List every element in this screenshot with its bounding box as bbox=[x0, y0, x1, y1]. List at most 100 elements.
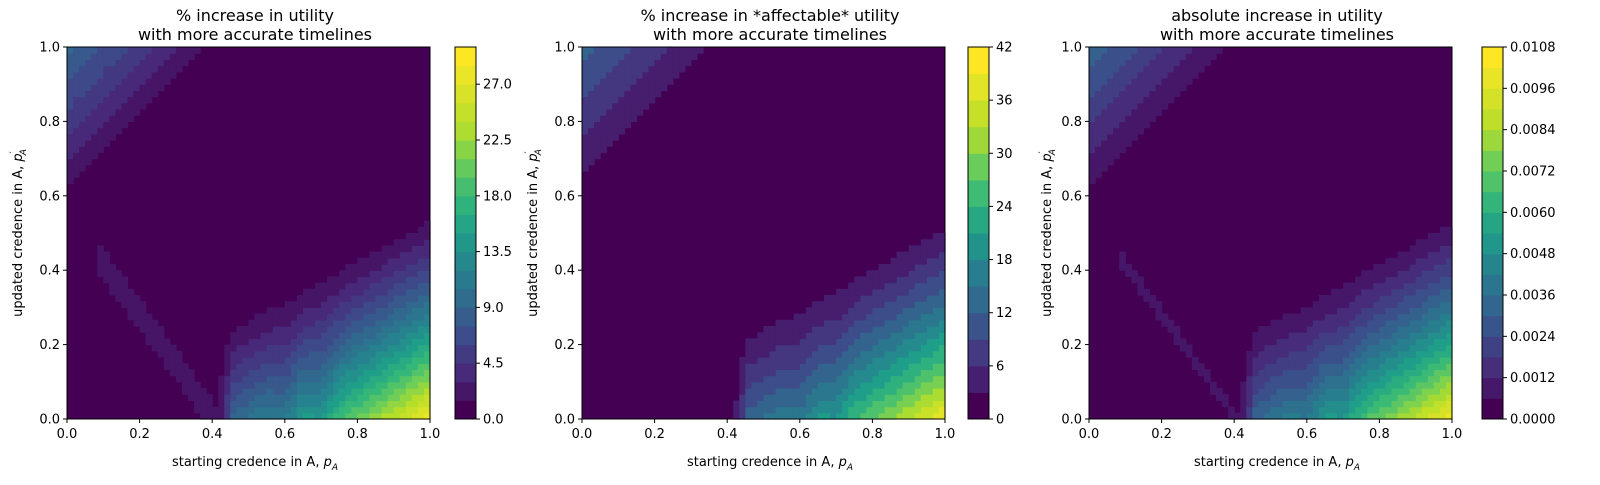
contour-cell bbox=[824, 307, 831, 315]
contour-cell bbox=[805, 400, 813, 408]
contour-cell bbox=[1385, 363, 1393, 370]
contour-cell bbox=[109, 78, 116, 85]
contour-cell bbox=[218, 406, 225, 414]
contour-cell bbox=[1439, 313, 1447, 321]
contour-cell bbox=[387, 307, 395, 315]
contour-cell bbox=[1343, 332, 1350, 339]
contour-cell bbox=[908, 375, 916, 383]
contour-cell bbox=[1107, 96, 1114, 104]
contour-cell bbox=[1409, 251, 1417, 259]
contour-cell bbox=[145, 326, 153, 333]
contour-cell bbox=[1427, 375, 1435, 383]
contour-cell bbox=[1179, 65, 1187, 73]
contour-cell bbox=[830, 381, 837, 389]
contour-cell bbox=[914, 412, 922, 420]
contour-cell bbox=[908, 301, 916, 308]
contour-cell bbox=[339, 307, 346, 315]
contour-cell bbox=[387, 350, 395, 358]
contour-cell bbox=[781, 375, 789, 383]
contour-cell bbox=[1300, 338, 1308, 346]
contour-cell bbox=[775, 319, 783, 327]
contour-cell bbox=[805, 363, 813, 370]
contour-cell bbox=[817, 319, 825, 327]
contour-cell bbox=[387, 388, 395, 395]
contour-cell bbox=[1318, 412, 1326, 420]
contour-cell bbox=[890, 307, 898, 315]
contour-cell bbox=[1409, 245, 1417, 253]
contour-cell bbox=[333, 381, 340, 389]
contour-cell bbox=[1185, 53, 1193, 60]
contour-cell bbox=[1331, 338, 1338, 346]
contour-cell bbox=[1421, 239, 1429, 246]
contour-cell bbox=[1270, 412, 1278, 420]
contour-cell bbox=[938, 251, 946, 259]
contour-cell bbox=[1318, 388, 1326, 395]
contour-cell bbox=[799, 381, 807, 389]
contour-cell bbox=[830, 369, 837, 377]
contour-cell bbox=[787, 363, 795, 370]
contour-cell bbox=[1324, 381, 1332, 389]
contour-cell bbox=[175, 357, 183, 364]
contour-cell bbox=[1439, 357, 1447, 364]
contour-cell bbox=[582, 146, 589, 153]
contour-cell bbox=[1282, 400, 1290, 408]
contour-cell bbox=[1318, 295, 1326, 302]
contour-cell bbox=[375, 412, 383, 420]
contour-cell bbox=[67, 71, 74, 79]
contour-cell bbox=[85, 115, 92, 122]
contour-cell bbox=[272, 307, 280, 315]
contour-cell bbox=[896, 394, 904, 401]
contour-cell bbox=[666, 65, 674, 73]
contour-cell bbox=[932, 338, 940, 346]
contour-cell bbox=[896, 295, 904, 302]
contour-cell bbox=[733, 400, 740, 408]
contour-cell bbox=[1379, 332, 1387, 339]
contour-cell bbox=[1149, 90, 1157, 98]
contour-cell bbox=[648, 47, 656, 54]
contour-cell bbox=[157, 78, 165, 85]
contour-cell bbox=[1276, 357, 1284, 364]
contour-cell bbox=[1137, 90, 1145, 98]
contour-cell bbox=[1264, 412, 1272, 420]
contour-cell bbox=[672, 53, 680, 60]
contour-cell bbox=[1312, 350, 1320, 358]
contour-cell bbox=[636, 59, 644, 67]
contour-cell bbox=[248, 388, 256, 395]
contour-cell bbox=[1385, 388, 1393, 395]
contour-cell bbox=[1379, 412, 1387, 420]
contour-cell bbox=[866, 307, 873, 315]
contour-cell bbox=[854, 369, 861, 377]
contour-cell bbox=[423, 307, 431, 315]
contour-cell bbox=[914, 338, 922, 346]
contour-cell bbox=[1173, 59, 1181, 67]
contour-cell bbox=[1101, 84, 1108, 91]
contour-cell bbox=[1445, 257, 1453, 265]
contour-cell bbox=[284, 326, 292, 333]
contour-cell bbox=[1089, 140, 1096, 147]
contour-cell bbox=[684, 53, 692, 60]
contour-cell bbox=[387, 375, 395, 383]
contour-cell bbox=[811, 363, 819, 370]
contour-cell bbox=[805, 412, 813, 420]
contour-cell bbox=[932, 245, 940, 253]
contour-cell bbox=[1439, 301, 1447, 308]
contour-cell bbox=[115, 109, 123, 116]
contour-cell bbox=[1210, 381, 1217, 389]
contour-cell bbox=[339, 344, 346, 352]
contour-cell bbox=[145, 90, 153, 98]
contour-cell bbox=[1089, 171, 1096, 178]
contour-cell bbox=[848, 338, 855, 346]
contour-cell bbox=[321, 282, 328, 290]
contour-cell bbox=[278, 332, 286, 339]
contour-cell bbox=[67, 152, 74, 160]
x-tick-label: 0.0 bbox=[57, 427, 78, 442]
contour-cell bbox=[145, 65, 153, 73]
contour-cell bbox=[1095, 78, 1102, 85]
contour-cell bbox=[1397, 406, 1405, 414]
title-line-1: % increase in *affectable* utility bbox=[640, 6, 899, 25]
contour-cell bbox=[1149, 65, 1157, 73]
contour-cell bbox=[1282, 326, 1290, 333]
contour-cell bbox=[1101, 109, 1108, 116]
contour-cell bbox=[672, 71, 680, 79]
contour-cell bbox=[1101, 115, 1108, 122]
